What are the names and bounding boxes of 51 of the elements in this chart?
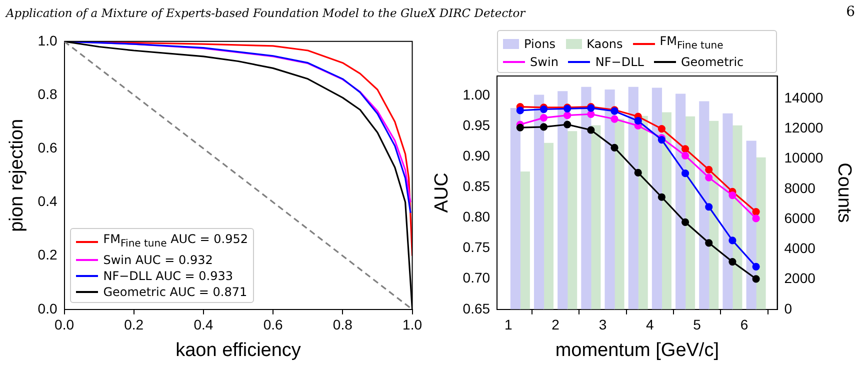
y-tick-label: 0.65 xyxy=(462,300,490,316)
legend-label: Kaons xyxy=(586,36,623,52)
y2-axis-title: Counts xyxy=(833,162,854,223)
y2-tick-label: 2000 xyxy=(784,270,816,286)
x-axis-title: kaon efficiency xyxy=(176,340,302,361)
y-tick-label: 0.90 xyxy=(462,148,490,164)
x-axis-title: momentum [GeV/c] xyxy=(555,340,719,361)
legend-label: NF−DLL xyxy=(595,54,644,70)
y-tick-label: 0.95 xyxy=(462,117,490,134)
y-tick-label: 0.80 xyxy=(462,208,490,225)
x-tick-label: 1.0 xyxy=(402,316,422,333)
y-axis-title: pion rejection xyxy=(6,118,28,232)
y-tick-label: 0.2 xyxy=(38,246,58,263)
y-tick-label: 0.6 xyxy=(38,139,58,156)
legend-label: FM$_{Fine tune}$ xyxy=(660,33,724,54)
x-tick-label: 0.6 xyxy=(263,316,284,333)
x-tick-label: 6 xyxy=(740,316,748,333)
y-tick-label: 1.0 xyxy=(38,32,58,48)
x-tick-label: 5 xyxy=(693,316,702,333)
text: Application of a Mixture of Experts-based Foundation Model to the GlueX DIRC Detector xyxy=(6,6,526,20)
x-tick-label: 0.2 xyxy=(124,316,144,333)
x-tick-label: 4 xyxy=(646,316,654,333)
y2-tick-label: 12000 xyxy=(784,120,824,136)
x-tick-label: 1 xyxy=(504,316,512,333)
y2-tick-label: 8000 xyxy=(784,180,816,196)
y-tick-label: 0.85 xyxy=(462,178,490,194)
legend-label: NF−DLL AUC = 0.933 xyxy=(103,268,234,284)
y-tick-label: 0.4 xyxy=(38,193,58,210)
legend-label: Geometric AUC = 0.871 xyxy=(103,284,248,300)
x-tick-label: 0.0 xyxy=(54,316,74,333)
y-axis-title: AUC xyxy=(432,172,453,213)
y2-tick-label: 0 xyxy=(784,300,792,316)
x-tick-label: 3 xyxy=(598,316,607,333)
y2-tick-label: 4000 xyxy=(784,240,816,256)
legend-label: Pions xyxy=(524,36,556,52)
y-tick-label: 0.70 xyxy=(462,270,490,286)
y2-tick-label: 14000 xyxy=(784,89,824,106)
y2-tick-label: 10000 xyxy=(784,150,824,166)
text: 6 xyxy=(846,4,855,20)
legend-label: Geometric xyxy=(680,54,744,70)
x-tick-label: 0.4 xyxy=(194,316,214,333)
legend-label: Swin xyxy=(530,54,558,70)
y2-tick-label: 6000 xyxy=(784,210,816,226)
y-tick-label: 0.8 xyxy=(38,86,58,102)
legend-label: FM$_{Fine tune}$ AUC = 0.952 xyxy=(103,231,248,252)
y-tick-label: 1.00 xyxy=(462,86,490,103)
legend-label: Swin AUC = 0.932 xyxy=(103,252,213,268)
x-tick-label: 2 xyxy=(552,316,560,333)
y-tick-label: 0.0 xyxy=(38,300,58,316)
y-tick-label: 0.75 xyxy=(462,239,490,256)
x-tick-label: 0.8 xyxy=(332,316,353,333)
